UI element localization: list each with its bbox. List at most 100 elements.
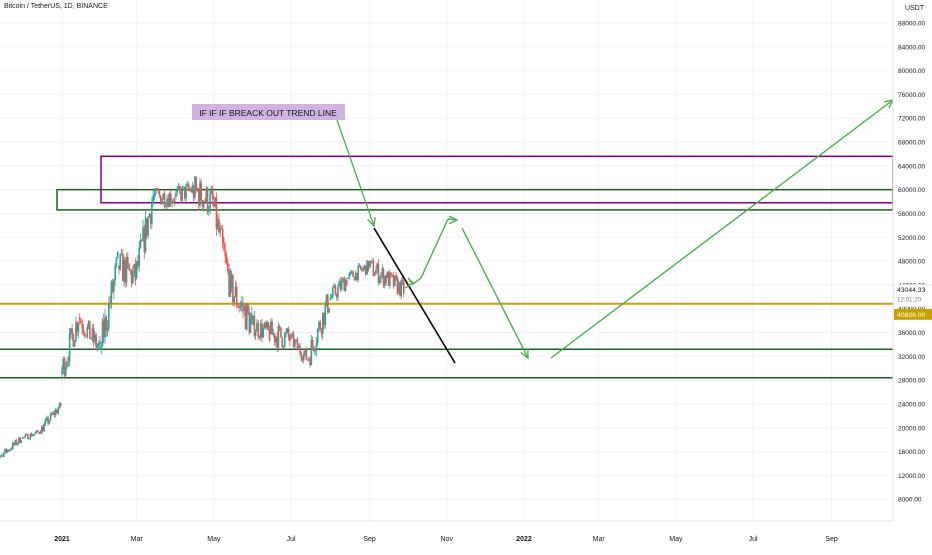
time-tick-label: Jul — [749, 536, 758, 543]
candle-body — [242, 303, 244, 311]
candle-body — [301, 358, 304, 361]
candle-body — [119, 254, 122, 270]
time-axis-bg — [0, 521, 932, 550]
candle-body — [380, 274, 382, 279]
candle-body — [135, 261, 138, 278]
candle-body — [70, 328, 72, 334]
candle-body — [87, 320, 90, 328]
trendline[interactable] — [373, 227, 456, 364]
candle-body — [202, 201, 205, 208]
candle-body — [183, 186, 186, 199]
projection-arrow-tip-1[interactable] — [447, 218, 458, 221]
candle-body — [330, 296, 333, 299]
candle-body — [121, 253, 124, 282]
candle-body — [353, 277, 356, 281]
candles — [0, 175, 405, 459]
projection-path-up[interactable] — [404, 218, 449, 289]
candle-body — [272, 333, 275, 335]
candle-body — [348, 273, 351, 278]
candle-body — [340, 280, 343, 290]
candle-body — [15, 440, 18, 445]
candle-body — [166, 198, 168, 206]
candle-body — [324, 305, 327, 326]
candle-body — [181, 187, 184, 201]
price-tick-label: 52000.00 — [898, 235, 925, 242]
candle-body — [16, 442, 19, 445]
candle-body — [314, 350, 316, 352]
candle-body — [104, 317, 106, 338]
candle-body — [148, 214, 151, 218]
candle-body — [316, 329, 319, 344]
candle-body — [185, 185, 187, 199]
candle-body — [172, 200, 175, 202]
candle-body — [363, 265, 366, 269]
candle-body — [278, 325, 281, 328]
candle-body — [52, 412, 54, 415]
candle-body — [162, 193, 165, 200]
candle-body — [381, 268, 384, 275]
candle-body — [99, 340, 101, 344]
candle-body — [101, 320, 104, 346]
candle-body — [106, 327, 109, 331]
candle-body — [351, 271, 353, 273]
candle-body — [124, 259, 127, 283]
candle-body — [192, 189, 195, 198]
candle-body — [151, 203, 153, 224]
candle-body — [294, 341, 296, 347]
time-axis[interactable]: 2021 Mar May Jul Sep Nov 2022 Mar May Jul Sep — [0, 520, 932, 550]
candle-body — [325, 294, 328, 306]
candle-body — [264, 322, 267, 328]
candle-body — [85, 335, 87, 337]
candle-body — [235, 286, 238, 306]
candle-body — [214, 197, 216, 207]
projection-arrow-head-2[interactable] — [520, 348, 529, 360]
candle-body — [215, 197, 218, 229]
candle-body — [24, 434, 27, 437]
candle-body — [186, 184, 189, 186]
candle-body — [196, 188, 199, 191]
price-tick-label: 72000.00 — [898, 116, 925, 123]
price-tick-label: 28000.00 — [898, 378, 925, 385]
candle-body — [66, 361, 68, 367]
candle-body — [138, 247, 141, 267]
annotation-label[interactable]: IF IF IF BREACK OUT TREND LINE — [192, 104, 345, 120]
projection-path-down[interactable] — [461, 227, 529, 359]
candle-body — [175, 192, 177, 197]
candle-body — [290, 334, 292, 339]
price-tick-label: 60000.00 — [898, 187, 925, 194]
current-price-tag[interactable] — [893, 284, 932, 307]
candle-body — [297, 345, 300, 349]
projection-path-long-up[interactable] — [550, 99, 894, 359]
candle-body — [2, 452, 5, 457]
candle-body — [159, 195, 162, 205]
candle-body — [221, 229, 224, 244]
candle-body — [396, 278, 399, 294]
candle-body — [42, 426, 44, 432]
time-tick-label: Mar — [131, 536, 144, 543]
annotation-arrow-head[interactable] — [367, 216, 376, 228]
candle-body — [311, 340, 314, 347]
candle-body — [295, 339, 297, 342]
candle-body — [191, 185, 194, 192]
candle-body — [102, 320, 105, 338]
candle-body — [321, 312, 324, 335]
candle-body — [244, 306, 247, 330]
candle-body — [345, 280, 348, 286]
candle-body — [125, 257, 128, 283]
annotation-arrow[interactable] — [336, 119, 375, 227]
candle-body — [247, 304, 249, 313]
price-axis[interactable]: 88000.00 84000.00 80000.00 76000.00 72000.00… — [892, 0, 932, 550]
candle-body — [0, 454, 3, 457]
candle-body — [344, 280, 347, 291]
candle-body — [129, 270, 132, 271]
candle-body — [199, 182, 201, 206]
candle-body — [335, 294, 338, 298]
drawings[interactable]: IF IF IF BREACK OUT TREND LINE — [192, 99, 895, 364]
level-price-tag[interactable] — [894, 308, 932, 320]
candle-body — [118, 265, 120, 270]
candle-body — [366, 260, 368, 275]
candle-body — [76, 322, 78, 332]
candle-body — [268, 329, 271, 341]
